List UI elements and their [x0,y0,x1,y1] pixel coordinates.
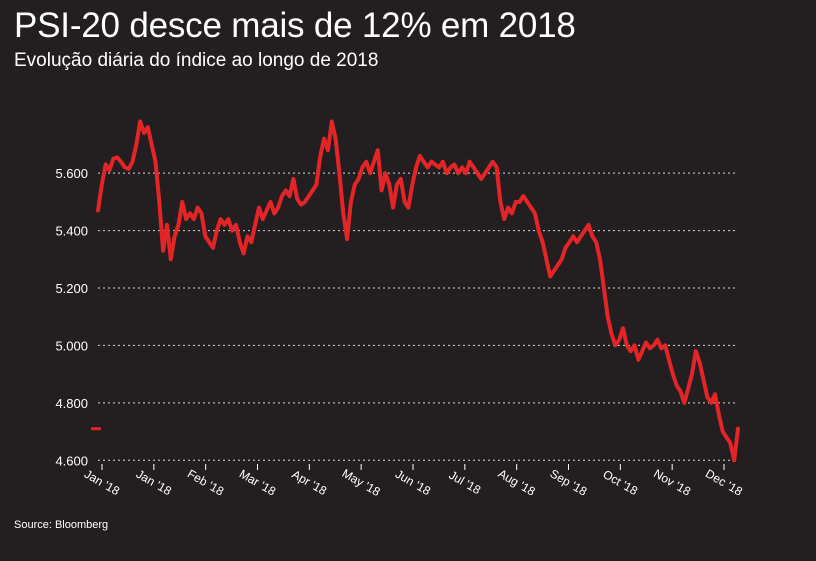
y-tick-label: 5.400 [55,224,88,239]
series-line [96,119,740,463]
y-tick-label: 4.600 [55,453,88,468]
x-tick-label: Aug '18 [496,466,538,498]
chart-title: PSI-20 desce mais de 12% em 2018 [14,6,576,45]
x-tick-label: Sep '18 [548,466,590,498]
chart-subtitle: Evolução diária do índice ao longo de 20… [14,50,379,71]
y-tick-label: 5.200 [55,281,88,296]
gridlines [98,172,738,461]
x-tick-label: Jul '18 [446,468,483,497]
y-tick-label: 5.000 [55,338,88,353]
y-tick-label: 5.600 [55,166,88,181]
x-tick-label: Nov '18 [651,466,693,498]
y-axis-ticks: 4.600 4.800 5.000 5.200 5.400 5.600 [55,166,88,468]
source-note: Source: Bloomberg [14,519,109,531]
x-tick-label: Apr '18 [290,467,330,498]
x-tick-label: Jun '18 [393,467,433,498]
x-tick-label: May '18 [340,466,383,499]
x-tick-label: Mar '18 [237,467,279,499]
series-layer [91,119,740,463]
x-tick-label: Jan '18 [82,467,122,498]
x-tick-label: Dec '18 [703,466,745,498]
x-tick-label: Feb '18 [185,467,227,499]
x-tick-label: Oct '18 [601,467,641,498]
y-tick-label: 4.800 [55,396,88,411]
x-axis-ticks: Jan '18 Jan '18 Feb '18 Mar '18 Apr '18 May '… [82,464,745,499]
x-tick-label: Jan '18 [134,467,174,498]
